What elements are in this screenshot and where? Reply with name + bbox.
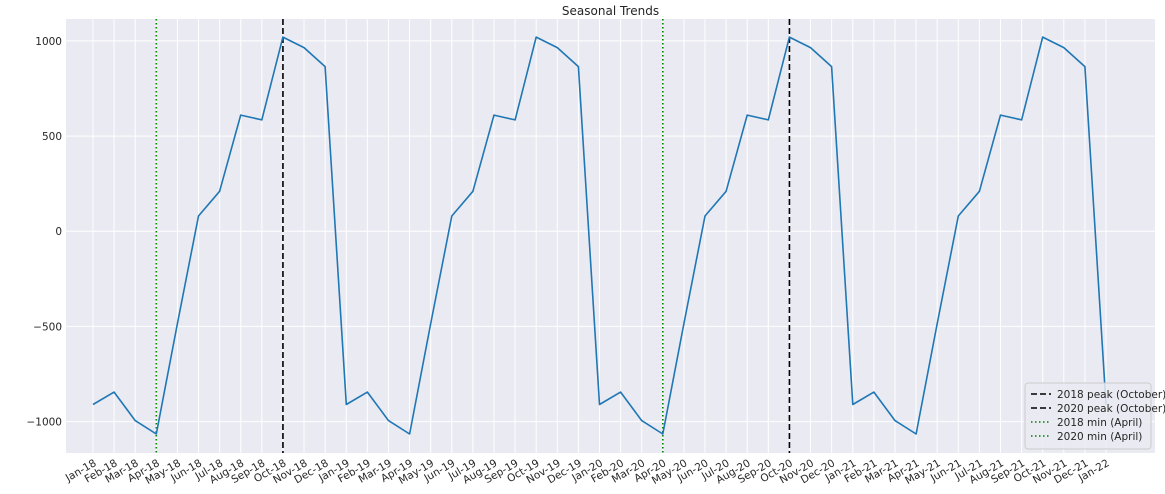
y-tick-label: 1000 <box>35 36 62 48</box>
chart-title: Seasonal Trends <box>562 4 659 18</box>
x-axis-ticks: Jan-18Feb-18Mar-18Apr-18May-18Jun-18Jul-… <box>63 457 1112 487</box>
plot-background <box>66 19 1155 453</box>
series-line <box>92 36 1107 435</box>
legend-box <box>1024 382 1152 450</box>
y-tick-label: −1000 <box>26 417 62 429</box>
legend-label: 2018 peak (October) <box>1057 389 1165 401</box>
y-tick-label: 0 <box>55 226 62 238</box>
legend: 2018 peak (October) 2020 peak (October) 20… <box>1024 382 1165 450</box>
y-axis-ticks: 1000 500 0 −500 −1000 <box>26 36 62 429</box>
legend-label: 2020 min (April) <box>1057 431 1142 443</box>
series-lines <box>92 36 1107 435</box>
legend-label: 2018 min (April) <box>1057 417 1142 429</box>
reference-lines <box>155 19 791 453</box>
legend-label: 2020 peak (October) <box>1057 403 1165 415</box>
y-tick-label: −500 <box>33 321 62 333</box>
y-tick-label: 500 <box>42 131 62 143</box>
